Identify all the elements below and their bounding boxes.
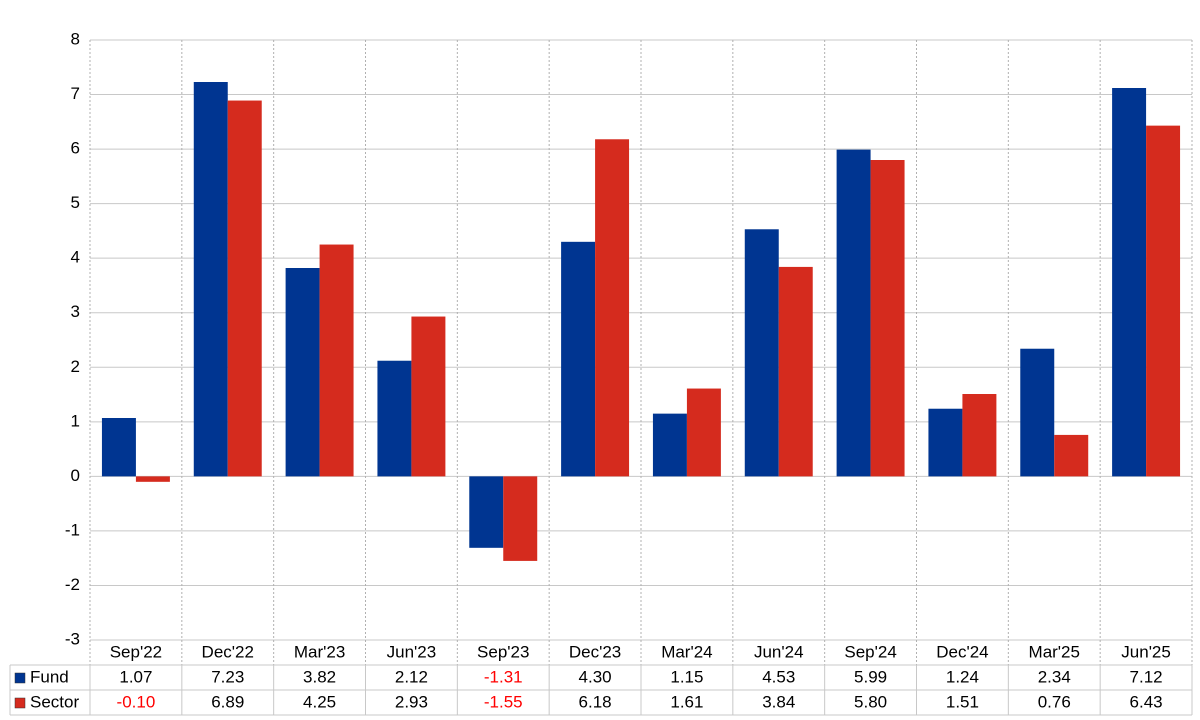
legend-swatch bbox=[14, 697, 26, 709]
table-value: 2.93 bbox=[395, 692, 428, 711]
x-tick-label: Jun'25 bbox=[1121, 642, 1171, 661]
table-value: 5.80 bbox=[854, 692, 887, 711]
bar bbox=[595, 139, 630, 477]
bar bbox=[227, 100, 262, 477]
x-tick-label: Sep'23 bbox=[477, 642, 529, 661]
x-tick-label: Dec'23 bbox=[569, 642, 621, 661]
bar bbox=[411, 316, 446, 477]
table-value: 3.82 bbox=[303, 667, 336, 686]
table-value: 6.43 bbox=[1130, 692, 1163, 711]
y-tick-label: 4 bbox=[71, 248, 80, 267]
table-value: 7.12 bbox=[1130, 667, 1163, 686]
table-value: 4.25 bbox=[303, 692, 336, 711]
bar bbox=[561, 241, 596, 477]
bar bbox=[285, 268, 320, 477]
table-value: 1.24 bbox=[946, 667, 979, 686]
x-tick-label: Dec'22 bbox=[202, 642, 254, 661]
bar bbox=[870, 160, 905, 477]
bar bbox=[1146, 125, 1181, 477]
table-value: 0.76 bbox=[1038, 692, 1071, 711]
table-value: 1.15 bbox=[670, 667, 703, 686]
legend-swatch bbox=[14, 672, 26, 684]
table-value: 7.23 bbox=[211, 667, 244, 686]
bar bbox=[778, 266, 813, 477]
x-tick-label: Jun'23 bbox=[387, 642, 437, 661]
bar bbox=[652, 413, 687, 477]
y-tick-label: 3 bbox=[71, 302, 80, 321]
x-tick-label: Mar'24 bbox=[661, 642, 712, 661]
y-tick-label: 2 bbox=[71, 357, 80, 376]
bar bbox=[836, 149, 871, 477]
table-value: 1.61 bbox=[670, 692, 703, 711]
y-tick-label: -3 bbox=[65, 629, 80, 648]
bar bbox=[928, 408, 963, 477]
y-tick-label: 0 bbox=[71, 466, 80, 485]
table-value: 6.89 bbox=[211, 692, 244, 711]
table-value: 3.84 bbox=[762, 692, 795, 711]
table-value: 2.34 bbox=[1038, 667, 1071, 686]
bar bbox=[1054, 434, 1089, 477]
table-value: -1.55 bbox=[484, 692, 523, 711]
x-tick-label: Mar'25 bbox=[1029, 642, 1080, 661]
y-tick-label: -1 bbox=[65, 520, 80, 539]
x-tick-label: Dec'24 bbox=[936, 642, 988, 661]
table-value: 4.30 bbox=[579, 667, 612, 686]
bar bbox=[686, 388, 721, 477]
bar bbox=[503, 476, 538, 561]
bar bbox=[193, 82, 228, 477]
table-value: 2.12 bbox=[395, 667, 428, 686]
table-value: 1.51 bbox=[946, 692, 979, 711]
y-tick-label: 7 bbox=[71, 84, 80, 103]
table-value: 1.07 bbox=[119, 667, 152, 686]
bar bbox=[469, 476, 504, 548]
bar bbox=[319, 244, 354, 477]
y-tick-label: 6 bbox=[71, 139, 80, 158]
table-value: -0.10 bbox=[117, 692, 156, 711]
table-value: 6.18 bbox=[579, 692, 612, 711]
legend-label: Sector bbox=[30, 692, 79, 711]
bar bbox=[744, 229, 779, 477]
bar bbox=[1020, 348, 1055, 477]
bar bbox=[377, 360, 412, 477]
table-value: 5.99 bbox=[854, 667, 887, 686]
y-tick-label: 8 bbox=[71, 29, 80, 48]
x-tick-label: Sep'22 bbox=[110, 642, 162, 661]
y-tick-label: 1 bbox=[71, 411, 80, 430]
bar bbox=[101, 418, 136, 477]
bar bbox=[135, 476, 170, 482]
x-tick-label: Sep'24 bbox=[844, 642, 896, 661]
table-value: 4.53 bbox=[762, 667, 795, 686]
legend-label: Fund bbox=[30, 667, 69, 686]
x-tick-label: Mar'23 bbox=[294, 642, 345, 661]
x-tick-label: Jun'24 bbox=[754, 642, 804, 661]
bar bbox=[1112, 88, 1147, 477]
y-tick-label: 5 bbox=[71, 193, 80, 212]
y-tick-label: -2 bbox=[65, 575, 80, 594]
table-value: -1.31 bbox=[484, 667, 523, 686]
bar bbox=[962, 394, 997, 477]
